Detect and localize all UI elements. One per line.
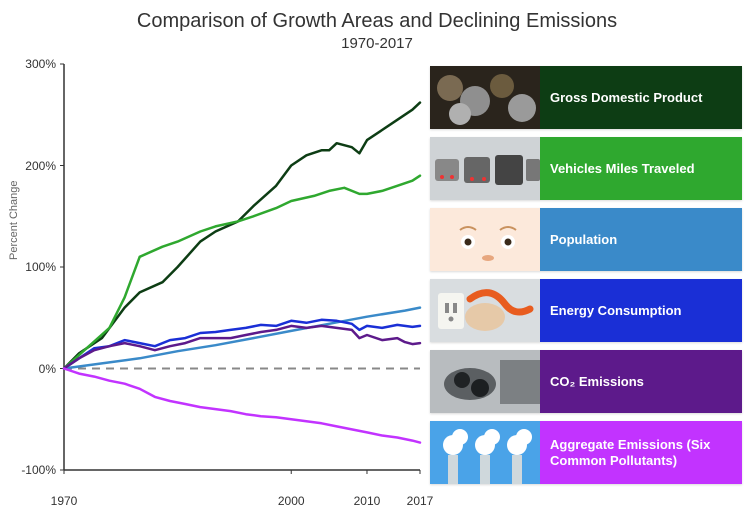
legend-thumb-plug <box>430 279 540 342</box>
legend-label: Aggregate Emissions (Six Common Pollutan… <box>540 421 742 484</box>
legend-item: Gross Domestic Product <box>430 66 742 129</box>
legend-label: Energy Consumption <box>540 279 742 342</box>
legend-item: Aggregate Emissions (Six Common Pollutan… <box>430 421 742 484</box>
legend-item: Population <box>430 208 742 271</box>
legend-thumb-smokestack <box>430 421 540 484</box>
x-tick-label: 2010 <box>354 494 381 508</box>
x-tick-label: 1970 <box>51 494 78 508</box>
y-tick-label: 0% <box>20 362 56 376</box>
legend-thumb-baby <box>430 208 540 271</box>
legend-label: Vehicles Miles Traveled <box>540 137 742 200</box>
chart-area: -100%0%100%200%300%1970200020102017 <box>60 60 420 490</box>
legend-label: Gross Domestic Product <box>540 66 742 129</box>
legend-thumb-traffic <box>430 137 540 200</box>
legend: Gross Domestic Product Vehicles Miles Tra… <box>430 66 742 492</box>
y-axis-label: Percent Change <box>8 181 20 261</box>
legend-label: Population <box>540 208 742 271</box>
y-tick-label: 300% <box>20 57 56 71</box>
x-tick-label: 2017 <box>407 494 434 508</box>
legend-item: CO₂ Emissions <box>430 350 742 413</box>
line-chart <box>60 60 420 490</box>
legend-item: Energy Consumption <box>430 279 742 342</box>
legend-item: Vehicles Miles Traveled <box>430 137 742 200</box>
x-tick-label: 2000 <box>278 494 305 508</box>
legend-label: CO₂ Emissions <box>540 350 742 413</box>
legend-thumb-coins <box>430 66 540 129</box>
series-line <box>64 369 420 443</box>
y-tick-label: -100% <box>20 463 56 477</box>
main-panel: Percent Change -100%0%100%200%300%197020… <box>0 60 754 517</box>
chart-subtitle: 1970-2017 <box>0 35 754 52</box>
chart-title: Comparison of Growth Areas and Declining… <box>0 10 754 33</box>
y-tick-label: 200% <box>20 159 56 173</box>
title-block: Comparison of Growth Areas and Declining… <box>0 0 754 52</box>
legend-thumb-exhaust <box>430 350 540 413</box>
y-tick-label: 100% <box>20 260 56 274</box>
